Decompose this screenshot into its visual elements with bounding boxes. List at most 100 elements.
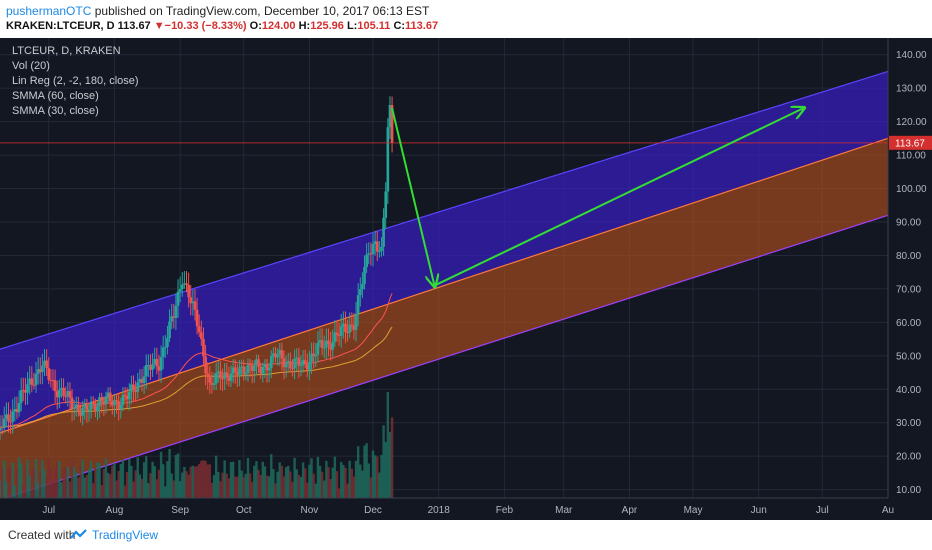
legend-item[interactable]: SMMA (60, close) xyxy=(12,90,99,102)
candle-body xyxy=(115,400,118,402)
volume-bar xyxy=(282,476,286,498)
volume-bar xyxy=(51,479,55,498)
volume-bar xyxy=(306,482,309,498)
candle-body xyxy=(134,390,137,392)
candle-body xyxy=(5,414,8,419)
chart-area[interactable]: 140.00 130.00 120.00 110.00 100.00 90.00 80.00… xyxy=(0,38,932,520)
candle-body xyxy=(204,356,207,374)
volume-bar xyxy=(159,451,163,498)
volume-bar xyxy=(367,463,370,498)
volume-bar xyxy=(202,460,205,498)
tradingview-link[interactable]: TradingView xyxy=(92,528,159,542)
candle-body xyxy=(337,335,341,337)
volume-bar xyxy=(246,458,250,498)
volume-bar xyxy=(155,479,159,498)
volume-bar xyxy=(13,485,17,498)
candle-body xyxy=(200,332,203,340)
candle-body xyxy=(130,384,133,392)
legend-item[interactable]: Vol (20) xyxy=(12,60,50,72)
volume-bar xyxy=(157,469,161,498)
volume-bar xyxy=(327,467,330,498)
volume-bar xyxy=(43,469,46,498)
volume-bar xyxy=(96,462,99,498)
volume-bar xyxy=(149,473,152,498)
y-tick-label: 70.00 xyxy=(896,284,921,295)
volume-bar xyxy=(22,483,25,498)
volume-bar xyxy=(223,460,226,498)
candle-body xyxy=(34,373,38,386)
candle-body xyxy=(375,241,379,252)
volume-bar xyxy=(342,464,345,498)
volume-bar xyxy=(87,468,91,498)
candle-body xyxy=(380,246,383,252)
projection-arrow xyxy=(391,108,434,285)
candle-body xyxy=(352,325,356,330)
author-link[interactable]: pushermanOTC xyxy=(6,4,92,18)
candle-body xyxy=(348,324,351,333)
candle-body xyxy=(47,368,51,380)
volume-bar xyxy=(121,459,125,498)
candle-body xyxy=(236,372,239,375)
candle-body xyxy=(64,395,67,397)
publish-header: pushermanOTC published on TradingView.co… xyxy=(0,0,932,38)
channel-lower-edge xyxy=(0,214,889,501)
candle-body xyxy=(272,353,275,357)
candle-body xyxy=(91,401,95,404)
candle-body xyxy=(306,364,309,370)
volume-bar xyxy=(318,465,322,498)
volume-bar xyxy=(212,475,216,498)
candle-body xyxy=(342,323,345,327)
candle-body xyxy=(365,254,368,268)
volume-bar xyxy=(191,465,195,498)
candle-body xyxy=(382,217,385,247)
last-price-badge xyxy=(889,135,932,150)
x-tick-label: Dec xyxy=(364,505,382,516)
candle-body xyxy=(280,350,284,359)
volume-bar xyxy=(187,474,190,498)
candle-body xyxy=(79,411,82,416)
volume-bar xyxy=(70,460,74,498)
volume-bar xyxy=(98,462,101,498)
legend-title: LTCEUR, D, KRAKEN xyxy=(12,45,121,57)
volume-bar xyxy=(104,458,108,498)
volume-bar xyxy=(386,391,390,498)
volume-bar xyxy=(208,464,212,498)
candle-body xyxy=(43,360,46,366)
candle-body xyxy=(274,353,277,358)
indicator-legend: LTCEUR, D, KRAKEN Vol (20) Lin Reg (2, -… xyxy=(12,44,139,119)
volume-bar xyxy=(240,470,243,498)
volume-bar xyxy=(354,460,358,498)
volume-bar xyxy=(352,476,356,498)
y-tick-label: 60.00 xyxy=(896,318,921,329)
volume-bar xyxy=(183,466,186,498)
candle-body xyxy=(38,369,42,373)
volume-bar xyxy=(0,480,2,498)
volume-bar xyxy=(251,481,254,498)
y-tick-label: 20.00 xyxy=(896,452,921,463)
candle-body xyxy=(361,283,364,290)
y-tick-label: 140.00 xyxy=(896,50,927,61)
candle-body xyxy=(178,288,182,292)
candle-body xyxy=(206,373,209,378)
legend-item[interactable]: SMMA (30, close) xyxy=(12,105,99,117)
candle-body xyxy=(140,378,144,383)
x-tick-label: Sep xyxy=(171,505,189,516)
volume-bar xyxy=(68,481,72,498)
candle-body xyxy=(284,363,288,368)
volume-bar xyxy=(293,457,296,498)
legend-item[interactable]: Lin Reg (2, -2, 180, close) xyxy=(12,75,139,87)
volume-bar xyxy=(299,476,303,498)
volume-bar xyxy=(45,477,48,498)
price-chart[interactable]: 140.00 130.00 120.00 110.00 100.00 90.00 80.00… xyxy=(0,38,932,520)
candle-body xyxy=(244,372,248,375)
candle-body xyxy=(136,382,140,392)
volume-bar xyxy=(168,448,171,498)
candle-body xyxy=(45,360,48,369)
candle-body xyxy=(276,354,279,358)
volume-bar xyxy=(170,473,173,498)
candle-body xyxy=(53,380,57,392)
volume-bar xyxy=(227,478,231,498)
candle-body xyxy=(13,409,17,412)
candle-body xyxy=(191,301,195,304)
volume-bar xyxy=(200,460,203,498)
